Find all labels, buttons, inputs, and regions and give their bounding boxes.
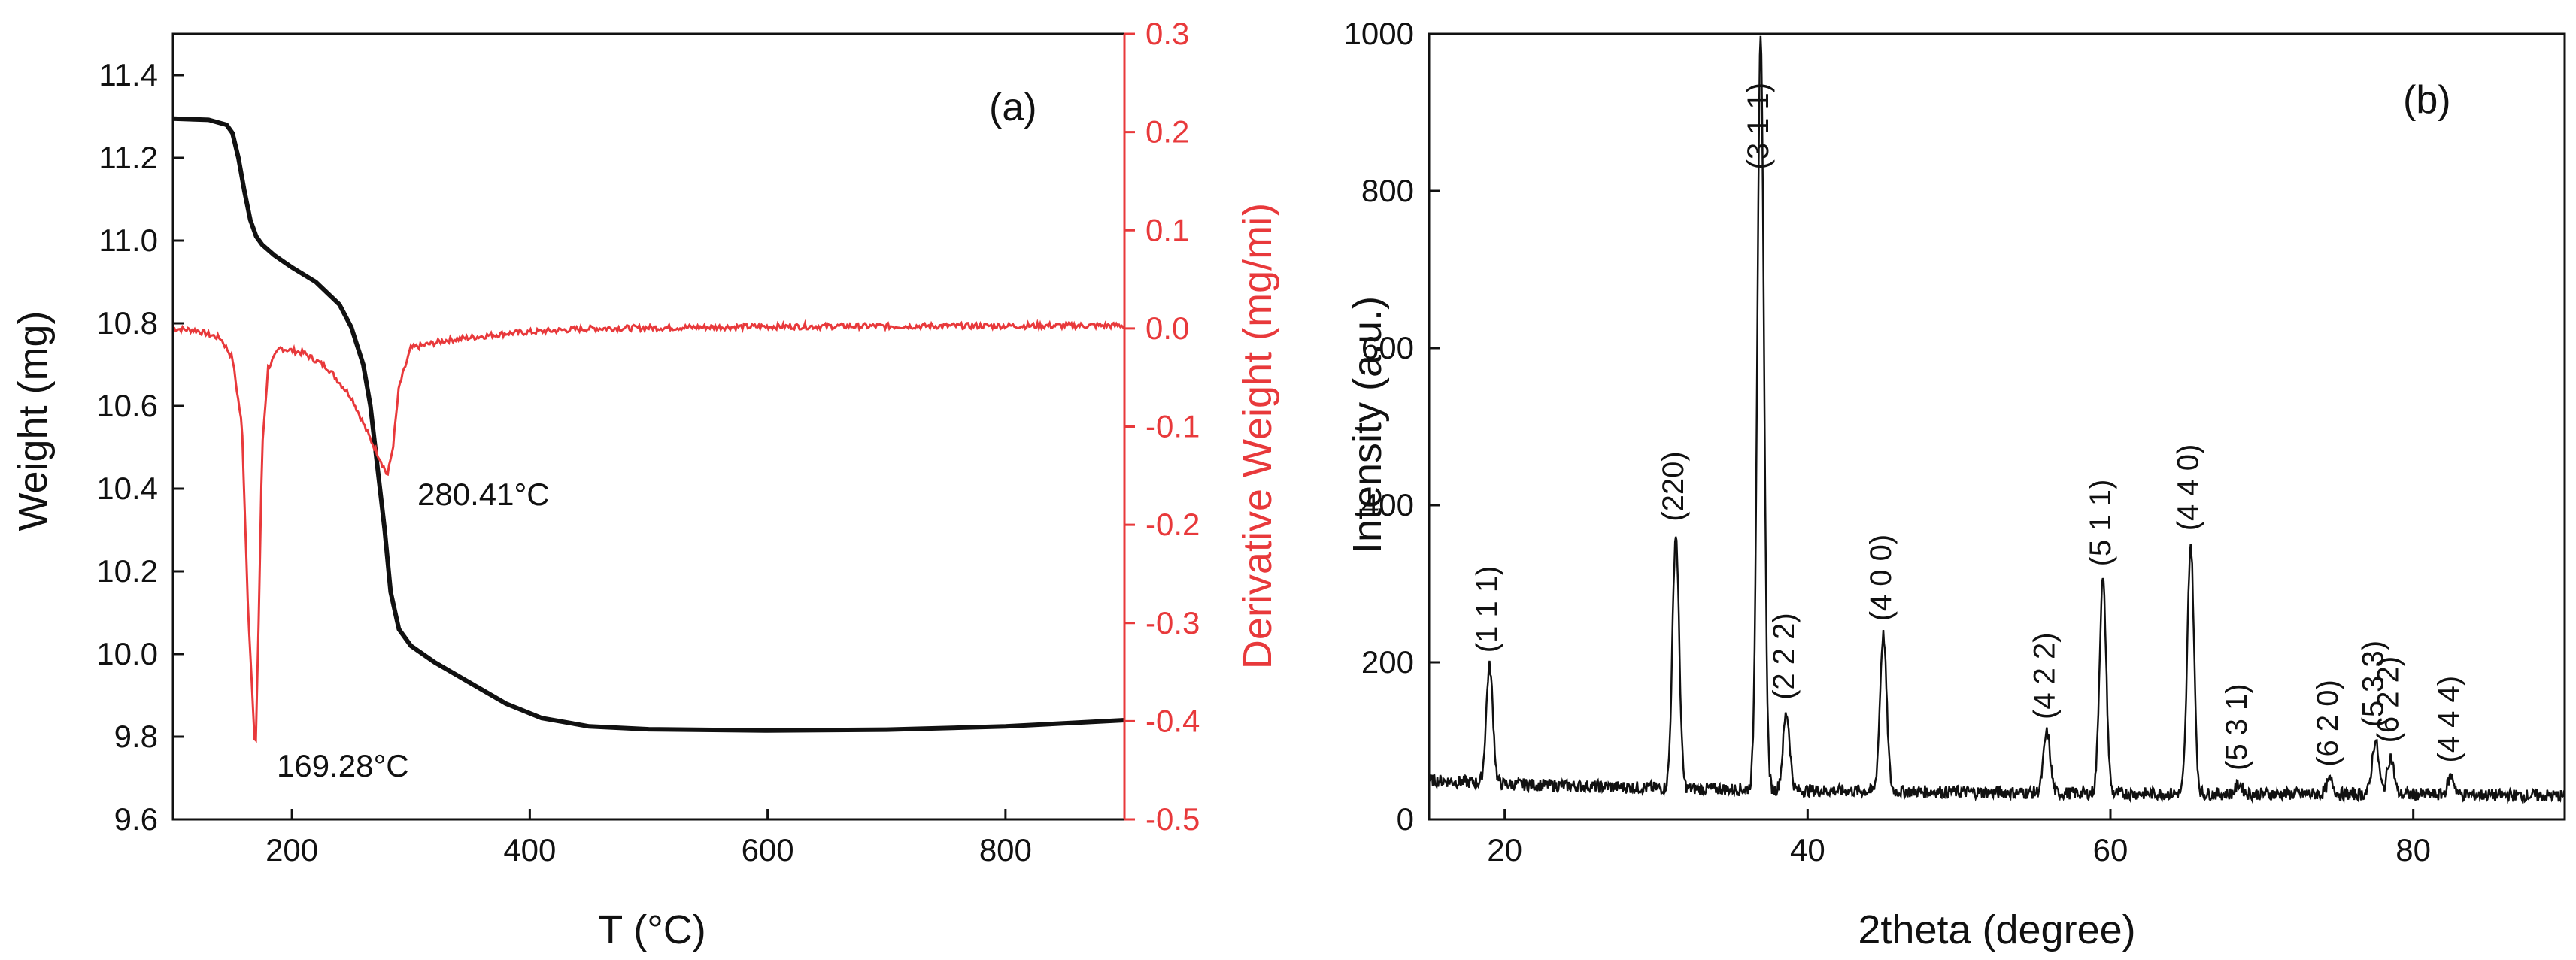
panel-b-y-tick-label: 600	[1361, 330, 1414, 365]
panel-a-y-tick-label: 10.0	[96, 636, 158, 671]
panel-a-y-tick-label: 10.2	[96, 553, 158, 589]
panel-b-y-tick-label: 400	[1361, 487, 1414, 522]
panel-a-right-tick-label: 0.2	[1145, 114, 1189, 150]
panel-a-x-axis-title: T (°C)	[598, 907, 706, 952]
derivative-weight-series	[172, 318, 1126, 743]
panel-a-right-axis: -0.5 -0.4 -0.3 -0.2 -0.1 0.0 0.1 0.2 0.3	[1123, 16, 1200, 837]
panel-a-right-tick-label: -0.2	[1145, 507, 1200, 542]
panel-a-y-tick-label: 9.8	[114, 719, 158, 754]
panel-a-y-tick-label: 11.0	[99, 223, 158, 258]
weight-series	[172, 116, 1125, 733]
panel-a-x-tick-label: 200	[265, 832, 318, 868]
panel-a-tga-chart: 200 400 600 800 9.6 9.8 10.0 10.2 10.4 10.6 10.8 11…	[11, 16, 1280, 952]
panel-b-y-axis-title: Intensity (a.u.)	[1345, 296, 1390, 553]
panel-a-right-axis-title: Derivative Weight (mg/mi)	[1235, 203, 1280, 669]
panel-a-y-tick-label: 10.8	[96, 305, 158, 341]
panel-a-plot-frame	[171, 32, 1126, 821]
peak-label: (4 0 0)	[1864, 535, 1898, 622]
panel-a-x-tick-label: 400	[503, 832, 556, 868]
panel-b-x-tick-label: 40	[1790, 832, 1825, 868]
panel-a-y-tick-label: 10.6	[96, 388, 158, 423]
peak-label: (4 2 2)	[2028, 632, 2061, 719]
panel-a-label: (a)	[989, 86, 1037, 129]
panel-a-right-tick-label: -0.3	[1145, 605, 1200, 641]
peak-label: (1 1 1)	[1471, 566, 1504, 653]
panel-a-y-tick-label: 9.6	[114, 801, 158, 837]
panel-a-annotation-peak-2: 280.41°C	[417, 477, 550, 512]
panel-a-ticks: 200 400 600 800 9.6 9.8 10.0 10.2 10.4 10.6 10.8 11…	[96, 57, 1032, 868]
panel-a-right-tick-label: 0.3	[1145, 16, 1189, 51]
panel-b-y-tick-label: 200	[1361, 644, 1414, 680]
peak-label: (5 3 3)	[2356, 641, 2389, 728]
panel-a-right-tick-label: 0.0	[1145, 310, 1189, 346]
panel-b-x-tick-label: 20	[1487, 832, 1522, 868]
peak-label: (3 1 1)	[1742, 83, 1775, 170]
panel-b-x-tick-label: 60	[2093, 832, 2128, 868]
panel-b-x-tick-label: 80	[2395, 832, 2431, 868]
panel-a-annotation-peak-1: 169.28°C	[277, 748, 409, 783]
panel-a-right-tick-label: -0.5	[1145, 801, 1200, 837]
panel-a-x-tick-label: 600	[742, 832, 794, 868]
panel-b-x-axis-title: 2theta (degree)	[1858, 907, 2135, 952]
panel-a-y-axis-title: Weight (mg)	[11, 310, 56, 531]
panel-b-y-tick-label: 0	[1397, 801, 1414, 837]
peak-label: (4 4 0)	[2172, 444, 2205, 531]
panel-b-plot-frame	[1428, 32, 2566, 821]
peak-label: (4 4 4)	[2432, 676, 2465, 763]
peak-label: (220)	[1657, 451, 1690, 521]
panel-a-series	[172, 116, 1126, 743]
panel-b-label: (b)	[2403, 78, 2451, 122]
xrd-pattern-series	[1428, 35, 2566, 804]
panel-a-right-tick-label: -0.4	[1145, 703, 1200, 738]
peak-label: (5 1 1)	[2084, 480, 2117, 567]
panel-a-x-tick-label: 800	[979, 832, 1032, 868]
peak-label: (6 2 0)	[2311, 680, 2344, 767]
peak-label: (2 2 2)	[1767, 613, 1801, 700]
panel-a-y-tick-label: 10.4	[96, 471, 158, 506]
panel-a-y-tick-label: 11.2	[99, 140, 158, 175]
peak-label: (5 3 1)	[2220, 683, 2253, 771]
panel-b-series	[1428, 35, 2566, 804]
panel-b-y-tick-label: 1000	[1344, 16, 1414, 51]
panel-a-y-tick-label: 11.4	[99, 57, 158, 92]
panel-b-y-tick-label: 800	[1361, 173, 1414, 208]
peak-label: (6 2 2)	[2372, 656, 2405, 743]
panel-a-right-tick-label: 0.1	[1145, 212, 1189, 247]
panel-a-right-tick-label: -0.1	[1145, 409, 1200, 444]
panel-b-peak-labels: (1 1 1) (220) (3 1 1) (2 2 2) (4 0 0) (4 2 2)…	[1471, 83, 2466, 771]
